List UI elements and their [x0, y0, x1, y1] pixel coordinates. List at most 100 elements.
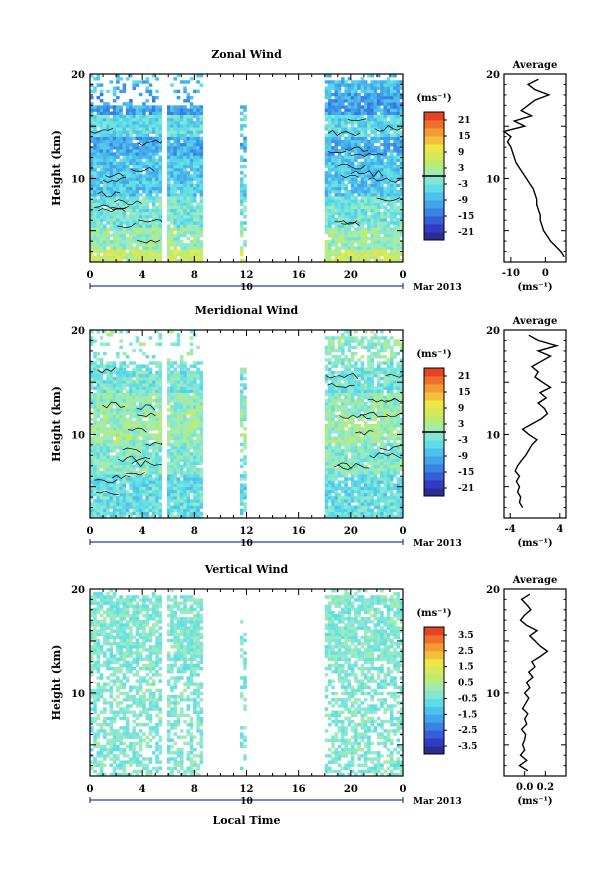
colorbar-swatch: [424, 682, 444, 691]
colorbar-tick-label: -9: [458, 452, 468, 462]
x-tick-label: 20: [344, 784, 358, 795]
x-tick-label: 0: [87, 270, 94, 281]
colorbar-swatch: [424, 432, 444, 441]
colorbar-tick-label: 2.5: [458, 647, 474, 657]
colorbar-swatch: [424, 650, 444, 660]
month-year-label: Mar 2013: [413, 797, 462, 807]
profile-line: [502, 78, 565, 258]
profile-y-tick-label: 10: [486, 689, 500, 700]
colorbar-swatch: [424, 376, 444, 385]
profile-x-tick-label: 4: [556, 524, 563, 535]
colorbar-swatch: [424, 224, 444, 233]
date-axis-ends: [89, 539, 404, 545]
colorbar-swatch: [424, 456, 444, 465]
profile-x-label: (ms⁻¹): [517, 796, 552, 807]
colorbar-unit: (ms⁻¹): [416, 608, 451, 619]
colorbar-swatch: [424, 416, 444, 425]
day-label: 10: [240, 283, 253, 293]
colorbar-swatch: [424, 634, 444, 644]
colorbar-swatch: [424, 384, 444, 393]
profile-x-tick-label: -10: [502, 268, 520, 279]
colorbar-unit: (ms⁻¹): [416, 349, 451, 360]
profile-x-tick-label: 0.0: [516, 782, 533, 793]
colorbar-swatch: [424, 746, 444, 755]
y-tick-label: 20: [71, 70, 85, 81]
colorbar-swatch: [424, 144, 444, 153]
colorbar-tick-label: 15: [458, 132, 471, 142]
colorbar-swatch: [424, 480, 444, 489]
colorbar-frame: [423, 626, 445, 755]
colorbar-swatch: [424, 184, 444, 193]
colorbar: (ms⁻¹) 3.5 2.5 1.5 0.5 -0.5 -1.5 -2.5 -3.5: [416, 608, 477, 755]
colorbar-tick-label: 3: [458, 420, 464, 430]
date-axis-ends: [89, 797, 404, 803]
average-profile: Average 10 20 -10 0 (ms⁻¹): [486, 60, 567, 293]
colorbar-swatch: [424, 674, 444, 683]
colorbar-swatch: [424, 176, 444, 185]
x-tick-label: 20: [344, 270, 358, 281]
profile-x-label: (ms⁻¹): [517, 538, 552, 549]
colorbar-tick-label: 15: [458, 388, 471, 398]
colorbar-swatch: [424, 216, 444, 225]
x-tick-label: 12: [240, 526, 254, 537]
colorbar-swatch: [424, 424, 444, 433]
panel-meridional-wind: Meridional Wind 0 4 8 12 16 20 0 10 20 Height (km)…: [50, 304, 567, 549]
colorbar-swatch: [424, 408, 444, 417]
x-tick-label: 4: [139, 784, 146, 795]
profile-y-tick-label: 20: [486, 326, 500, 337]
colorbar-swatch: [424, 112, 444, 121]
profile-x-label: (ms⁻¹): [517, 282, 552, 293]
heatmap-cells: [90, 330, 404, 519]
colorbar-tick-label: 9: [458, 148, 464, 158]
colorbar-swatch: [424, 706, 444, 715]
colorbar-swatch: [424, 136, 444, 145]
profile-title: Average: [512, 316, 558, 327]
colorbar-swatch: [424, 448, 444, 457]
colorbar-swatch: [424, 730, 444, 739]
x-tick-label: 16: [292, 270, 306, 281]
profile-y-tick-label: 20: [486, 585, 500, 596]
colorbar-swatch: [424, 400, 444, 409]
colorbar-tick-label: -0.5: [458, 694, 477, 704]
x-axis-label: Local Time: [213, 814, 281, 827]
colorbar-tick-label: 9: [458, 404, 464, 414]
month-year-label: Mar 2013: [413, 283, 462, 293]
x-tick-label: 16: [292, 526, 306, 537]
x-tick-label: 8: [191, 270, 198, 281]
y-tick-label: 10: [71, 174, 85, 185]
colorbar-tick-label: 3: [458, 164, 464, 174]
x-tick-label: 20: [344, 526, 358, 537]
profile-frame: [503, 588, 567, 777]
colorbar: (ms⁻¹) 21 15 9 3 -3 -9 -15 -21: [416, 93, 474, 241]
colorbar-tick-label: -3: [458, 180, 468, 190]
average-profile: Average 10 20 0.0 0.2 (ms⁻¹): [486, 575, 567, 807]
colorbar-tick-label: -9: [458, 196, 468, 206]
panel-vertical-wind: Vertical Wind 0 4 8 12 16 20 0 10 20 Height (km) 10…: [50, 563, 567, 827]
colorbar-swatch: [424, 168, 444, 177]
date-axis-ends: [89, 283, 404, 289]
panel-title: Vertical Wind: [204, 563, 289, 576]
colorbar: (ms⁻¹) 21 15 9 3 -3 -9 -15 -21: [416, 349, 474, 497]
colorbar-swatch: [424, 488, 444, 497]
x-tick-label: 12: [240, 270, 254, 281]
colorbar-swatch: [424, 160, 444, 169]
colorbar-swatch: [424, 464, 444, 473]
colorbar-tick-label: 21: [458, 372, 471, 382]
profile-y-tick-label: 10: [486, 174, 500, 185]
profile-frame: [503, 73, 567, 263]
x-tick-label: 8: [191, 526, 198, 537]
y-tick-label: 20: [71, 585, 85, 596]
colorbar-tick-label: -3.5: [458, 742, 477, 752]
colorbar-swatch: [424, 368, 444, 377]
zero-contours: [94, 367, 404, 496]
profile-x-tick-label: 0.2: [537, 782, 554, 793]
panel-title: Zonal Wind: [211, 48, 282, 61]
colorbar-swatch: [424, 200, 444, 209]
colorbar-swatch: [424, 392, 444, 401]
colorbar-tick-label: 1.5: [458, 663, 474, 673]
y-axis-label: Height (km): [50, 645, 63, 721]
x-tick-label: 0: [87, 526, 94, 537]
x-tick-label: 0: [400, 270, 407, 281]
profile-line: [518, 593, 549, 772]
